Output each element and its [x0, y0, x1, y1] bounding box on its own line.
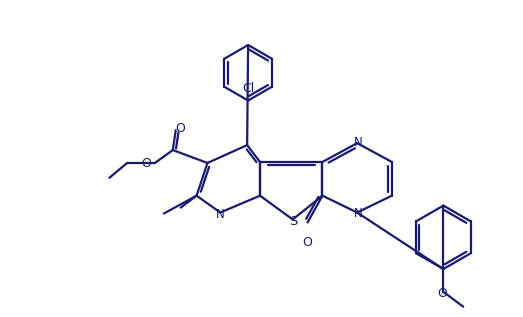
Text: N: N	[216, 208, 225, 221]
Text: N: N	[354, 136, 362, 149]
Text: S: S	[290, 215, 298, 228]
Text: Cl: Cl	[242, 82, 254, 95]
Text: N: N	[354, 207, 362, 220]
Text: O: O	[303, 236, 313, 249]
Text: O: O	[175, 122, 185, 135]
Text: O: O	[437, 287, 447, 300]
Text: O: O	[141, 158, 151, 171]
